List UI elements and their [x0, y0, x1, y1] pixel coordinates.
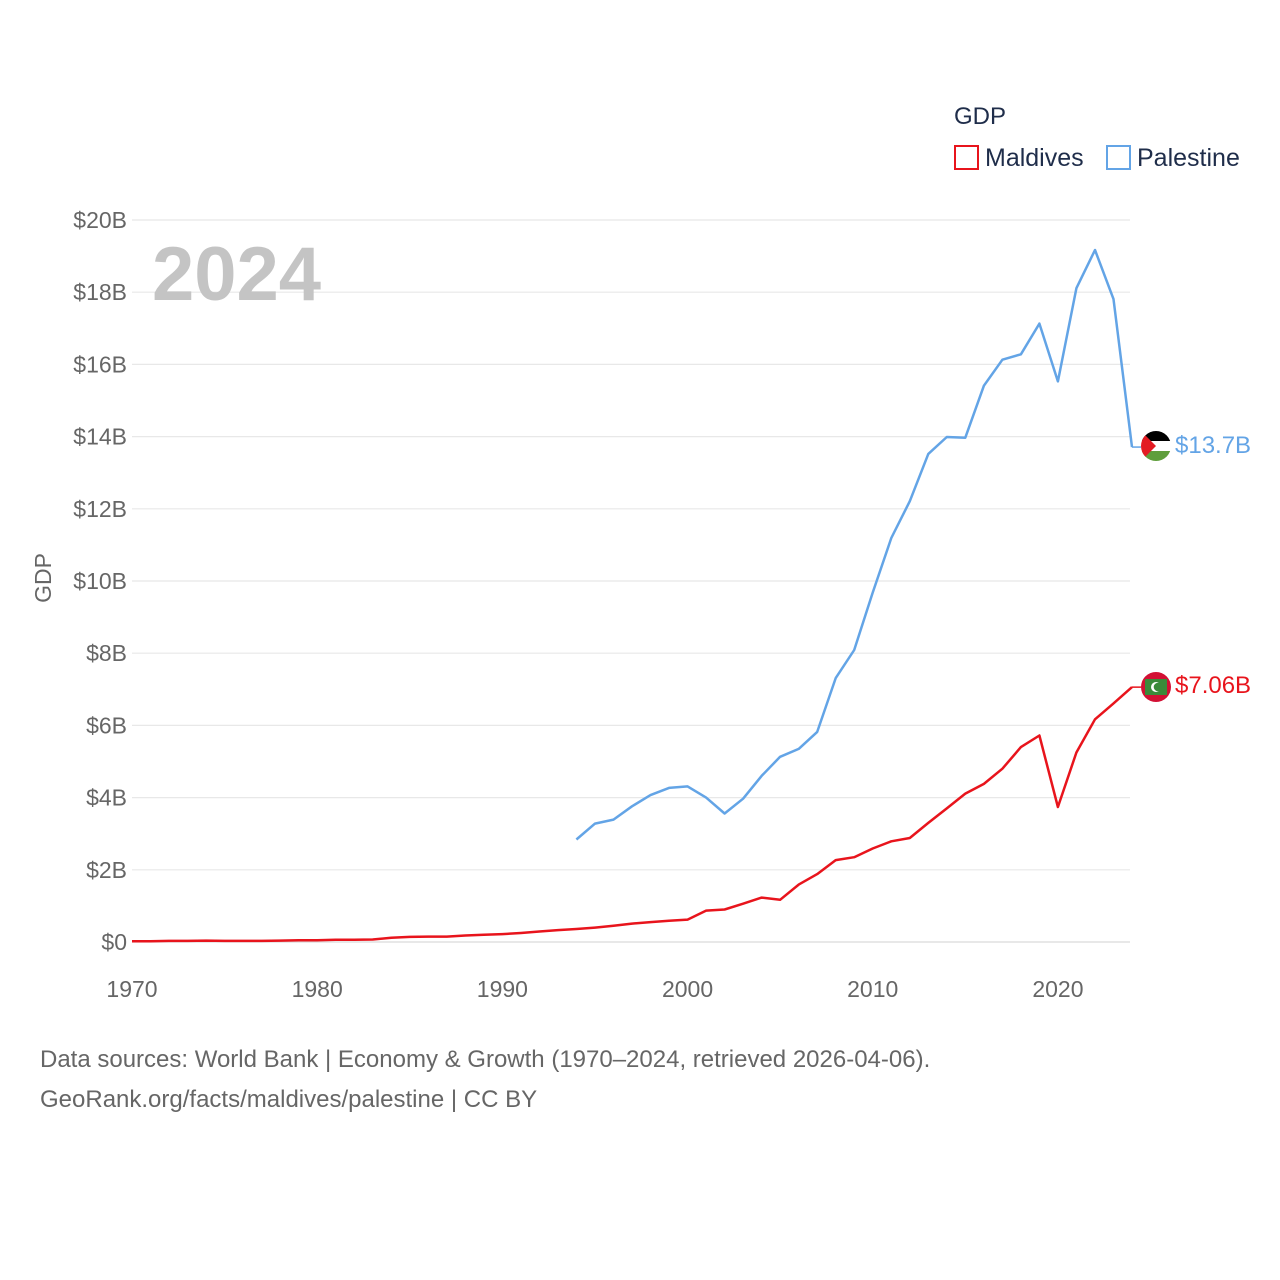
- y-tick-label: $4B: [86, 785, 127, 811]
- gdp-line-chart: $0 $2B $4B $6B $8B $10B $12B $14B $16B $18B $20B 1…: [30, 103, 1251, 1002]
- y-tick-label: $8B: [86, 640, 127, 666]
- y-tick-label: $0: [101, 929, 127, 955]
- y-tick-label: $16B: [73, 351, 127, 377]
- x-tick-label: 2010: [847, 976, 898, 1002]
- legend-title: GDP: [954, 103, 1006, 130]
- x-tick-label: 2020: [1032, 976, 1083, 1002]
- legend-swatch-palestine: [1106, 145, 1131, 170]
- y-axis-ticks: $0 $2B $4B $6B $8B $10B $12B $14B $16B $18B $20B: [73, 207, 127, 955]
- y-tick-label: $20B: [73, 207, 127, 233]
- legend-label-palestine: Palestine: [1137, 144, 1240, 172]
- y-tick-label: $18B: [73, 279, 127, 305]
- end-value-label-maldives: $7.06B: [1175, 672, 1251, 699]
- maldives-flag-icon: [1141, 672, 1171, 702]
- x-tick-label: 2000: [662, 976, 713, 1002]
- y-tick-label: $6B: [86, 712, 127, 738]
- palestine-flag-icon: [1141, 431, 1171, 461]
- series-line-palestine: [575, 248, 1134, 841]
- y-tick-label: $12B: [73, 496, 127, 522]
- series-line-maldives: [132, 686, 1133, 943]
- legend: GDP Maldives Palestine: [954, 103, 1240, 172]
- x-tick-label: 1970: [106, 976, 157, 1002]
- legend-swatch-maldives: [954, 145, 979, 170]
- data-source-footer: Data sources: World Bank | Economy & Gro…: [40, 1040, 1240, 1120]
- legend-item-maldives[interactable]: Maldives: [954, 144, 1084, 172]
- y-tick-label: $10B: [73, 568, 127, 594]
- end-value-label-palestine: $13.7B: [1175, 432, 1251, 459]
- year-label: 2024: [152, 232, 321, 317]
- x-tick-label: 1990: [477, 976, 528, 1002]
- gridlines: [132, 219, 1130, 943]
- source-line: Data sources: World Bank | Economy & Gro…: [40, 1046, 931, 1073]
- legend-label-maldives: Maldives: [985, 144, 1084, 172]
- x-axis-ticks: 1970 1980 1990 2000 2010 2020: [106, 976, 1083, 1002]
- y-axis-title: GDP: [30, 553, 56, 603]
- source-url-line[interactable]: GeoRank.org/facts/maldives/palestine | C…: [40, 1086, 538, 1113]
- y-tick-label: $14B: [73, 424, 127, 450]
- y-tick-label: $2B: [86, 857, 127, 883]
- legend-item-palestine[interactable]: Palestine: [1106, 144, 1240, 172]
- x-tick-label: 1980: [292, 976, 343, 1002]
